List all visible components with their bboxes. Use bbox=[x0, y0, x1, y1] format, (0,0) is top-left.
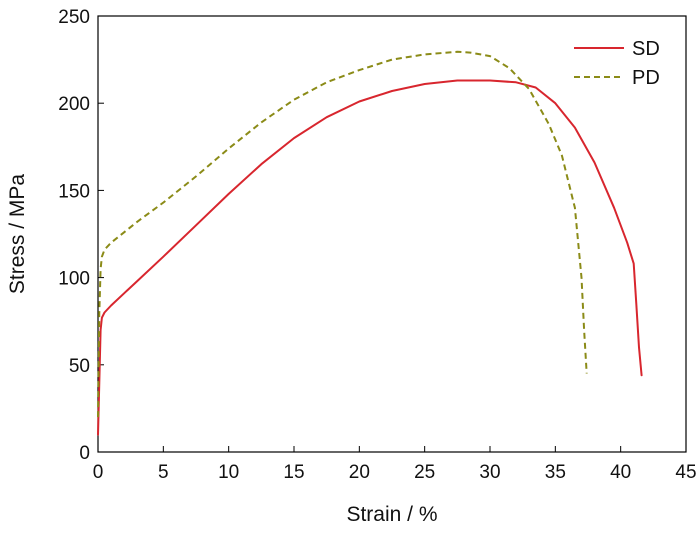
legend-label-pd: PD bbox=[632, 67, 660, 89]
x-tick-label: 25 bbox=[414, 462, 435, 483]
x-tick-label: 15 bbox=[283, 462, 304, 483]
legend-label-sd: SD bbox=[632, 38, 660, 60]
plot-frame bbox=[97, 15, 687, 453]
x-tick-label: 5 bbox=[158, 462, 169, 483]
y-tick-label: 150 bbox=[58, 181, 90, 202]
y-tick-label: 50 bbox=[69, 356, 90, 377]
x-tick-label: 40 bbox=[610, 462, 631, 483]
y-tick-label: 0 bbox=[79, 443, 90, 464]
x-tick-label: 35 bbox=[545, 462, 566, 483]
x-tick-label: 0 bbox=[93, 462, 104, 483]
x-tick-label: 30 bbox=[479, 462, 500, 483]
y-tick-label: 250 bbox=[58, 7, 90, 28]
series-line-sd bbox=[97, 79, 643, 436]
x-tick-label: 10 bbox=[218, 462, 239, 483]
y-axis-title: Stress / MPa bbox=[6, 174, 29, 295]
series-line-pd bbox=[97, 50, 588, 418]
axis-ticks: 0 5 10 15 20 25 30 35 40 45 0 50 100 150 200 250 bbox=[58, 7, 696, 483]
series-lines bbox=[97, 50, 643, 436]
y-tick-label: 200 bbox=[58, 94, 90, 115]
x-tick-label: 20 bbox=[349, 462, 370, 483]
x-axis-title: Strain / % bbox=[346, 503, 437, 526]
y-tick-label: 100 bbox=[58, 269, 90, 290]
x-tick-label: 45 bbox=[675, 462, 696, 483]
legend: SD PD bbox=[574, 38, 660, 89]
